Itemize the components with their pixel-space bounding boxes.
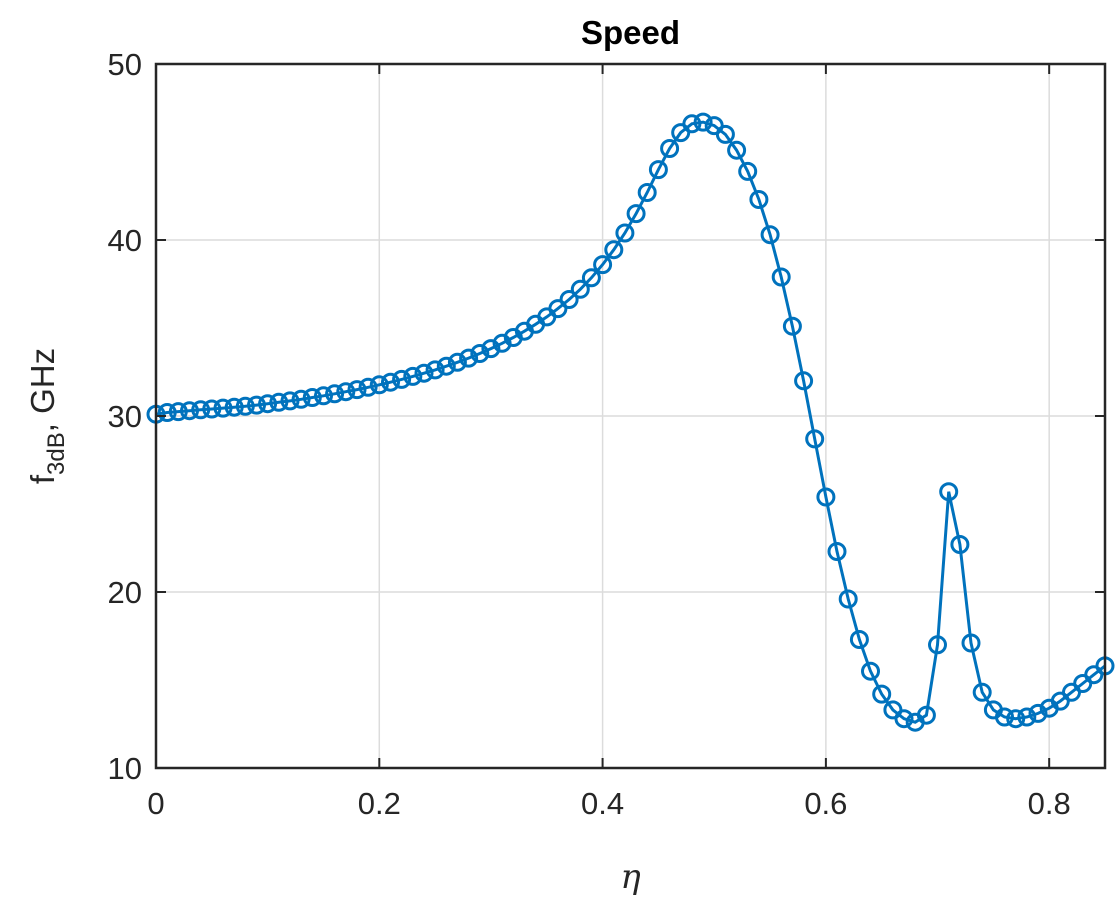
data-point-marker [782, 316, 802, 336]
chart-title: Speed [581, 14, 680, 51]
data-point-marker [336, 382, 356, 402]
data-point-marker [392, 369, 412, 389]
data-point-marker [302, 388, 322, 407]
y-axis-label: f3dB, GHz [24, 348, 70, 484]
data-point-marker [269, 392, 289, 412]
y-tick-label: 50 [108, 47, 142, 82]
data-point-marker [894, 709, 914, 729]
data-point-marker [325, 384, 345, 404]
data-point-marker [682, 114, 702, 134]
data-point-marker [191, 400, 211, 420]
data-point-marker [615, 223, 635, 243]
x-tick-label: 0.6 [804, 786, 847, 821]
data-point-marker [771, 267, 791, 287]
data-point-marker [660, 139, 680, 158]
data-point-marker [805, 429, 825, 449]
data-point-marker [414, 363, 434, 383]
data-point-marker [939, 482, 959, 502]
data-point-marker [570, 279, 590, 299]
data-point-marker [481, 339, 501, 359]
data-point-marker [961, 633, 981, 653]
data-point-marker [593, 255, 613, 275]
data-point-marker [235, 396, 255, 416]
data-point-marker [637, 183, 657, 202]
data-point-marker [794, 371, 814, 391]
data-point-marker [581, 268, 601, 288]
data-point-marker [760, 225, 780, 245]
data-point-marker [749, 190, 769, 209]
data-point-marker [1017, 707, 1037, 727]
data-point-marker [715, 124, 735, 144]
data-point-marker [247, 395, 266, 415]
axis-ticks [155, 63, 1105, 769]
data-point-marker [258, 394, 278, 414]
data-point-marker [447, 352, 467, 372]
data-point-marker [838, 589, 858, 609]
data-point-marker [861, 661, 880, 681]
data-point-marker [280, 391, 300, 411]
data-point-marker [559, 290, 579, 309]
data-point-marker [849, 630, 869, 649]
data-point-marker [358, 377, 378, 397]
x-tick-label: 0 [147, 786, 164, 821]
data-point-marker [381, 372, 400, 392]
data-point-marker [604, 240, 624, 260]
data-point-marker [548, 299, 568, 319]
data-point-marker [1028, 703, 1048, 723]
data-point-marker [459, 348, 479, 368]
data-point-marker [157, 403, 177, 422]
data-point-marker [369, 375, 389, 395]
data-point-marker [180, 401, 199, 421]
y-axis-label-main: f [24, 474, 61, 484]
data-point-marker [213, 398, 233, 418]
y-tick-label: 20 [108, 575, 142, 610]
data-point-marker [314, 386, 333, 406]
x-axis-label: η [620, 857, 641, 897]
data-point-marker [436, 356, 456, 376]
data-series [146, 112, 1115, 732]
data-point-marker [224, 397, 244, 417]
data-point-marker [403, 366, 423, 386]
data-point-marker [291, 389, 311, 409]
data-point-marker [202, 399, 222, 419]
tick-labels: 0 0.2 0.4 0.6 0.8 10 20 30 40 50 [108, 47, 1071, 821]
y-axis-label-subscript: 3dB [43, 432, 70, 475]
data-point-marker [827, 542, 847, 561]
data-point-marker [972, 682, 992, 702]
data-point-marker [727, 140, 747, 160]
data-point-marker [470, 344, 490, 363]
x-tick-label: 0.8 [1028, 786, 1071, 821]
data-point-marker [168, 402, 188, 422]
x-tick-label: 0.4 [581, 786, 624, 821]
x-tick-label: 0.2 [358, 786, 401, 821]
y-axis-label-suffix: , GHz [24, 348, 61, 432]
data-point-marker [1006, 709, 1026, 729]
data-point-marker [928, 635, 947, 655]
data-point-marker [950, 535, 970, 554]
data-point-marker [872, 684, 892, 704]
data-point-marker [916, 705, 936, 725]
data-point-marker [626, 204, 646, 224]
data-point-marker [995, 707, 1014, 727]
data-point-marker [347, 380, 367, 400]
y-tick-label: 10 [108, 751, 142, 786]
y-tick-label: 40 [108, 223, 142, 258]
data-point-marker [693, 112, 713, 132]
data-point-marker [816, 487, 836, 507]
data-point-marker [425, 360, 445, 380]
y-tick-label: 30 [108, 399, 142, 434]
data-point-marker [738, 161, 758, 181]
data-point-marker [648, 160, 668, 180]
